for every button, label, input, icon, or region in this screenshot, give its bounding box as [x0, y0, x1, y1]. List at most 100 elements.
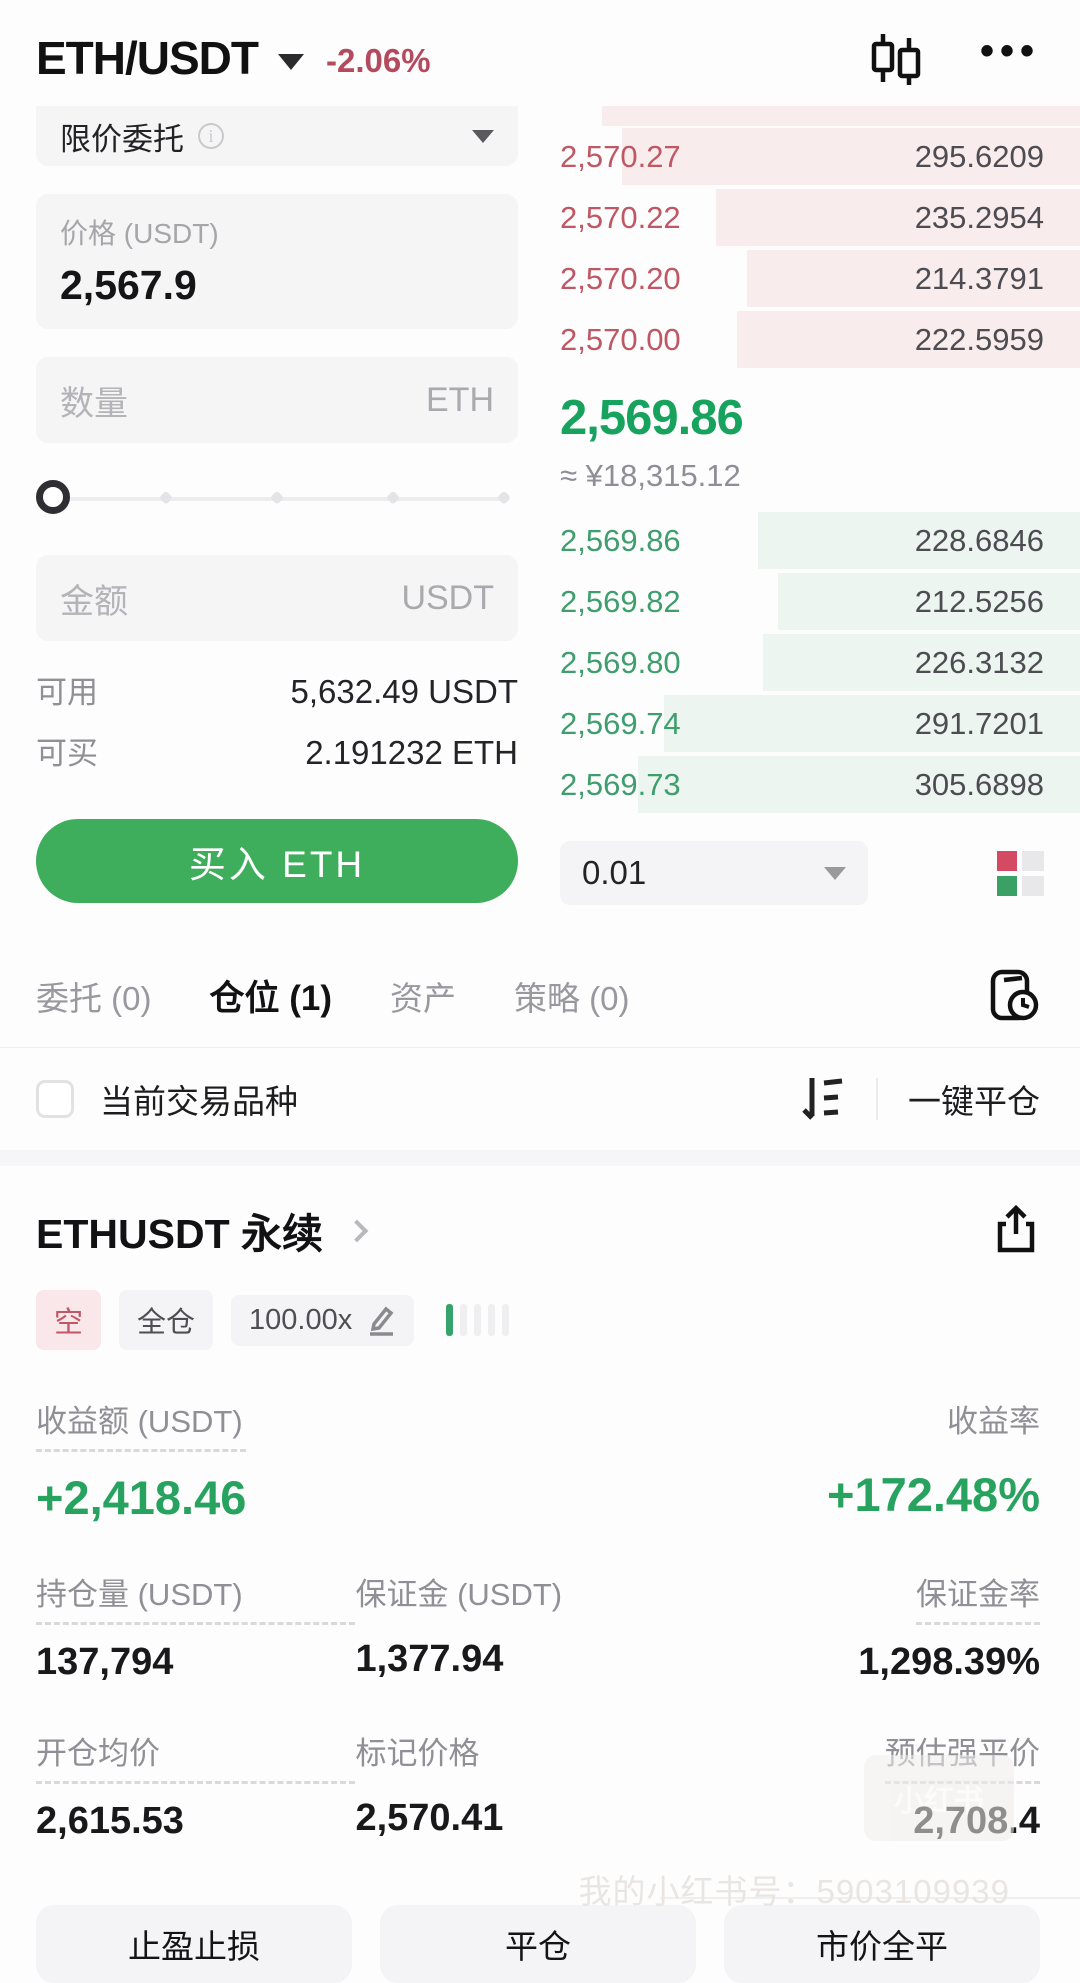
current-symbol-checkbox[interactable]: [36, 1080, 74, 1118]
amount-slider[interactable]: [36, 449, 518, 545]
mark-price-block: 标记价格 2,570.41: [355, 1728, 735, 1843]
bid-price: 2,569.86: [560, 522, 681, 558]
position-action-1[interactable]: 平仓: [380, 1905, 696, 1983]
ask-qty: 295.6209: [914, 138, 1044, 174]
app-header: ETH/USDT -2.06% •••: [0, 0, 1080, 100]
tab-3[interactable]: 策略 (0): [514, 979, 630, 1017]
order-book: 2,570.27 295.6209 2,570.22 235.2954 2,57…: [560, 106, 1080, 905]
pnl-block: 收益额 (USDT) +2,418.46: [36, 1396, 247, 1525]
available-value: 5,632.49 USDT: [290, 673, 518, 710]
watermark-text: 我的小红书号：5903109939: [578, 1873, 1010, 1910]
ask-row[interactable]: 2,570.20 214.3791: [560, 248, 1080, 309]
chevron-down-icon: [824, 866, 846, 880]
bid-row[interactable]: 2,569.82 212.5256: [560, 571, 1080, 632]
leverage-badge[interactable]: 100.00x: [231, 1294, 415, 1346]
position-action-0[interactable]: 止盈止损: [36, 1905, 352, 1983]
bid-row[interactable]: 2,569.80 226.3132: [560, 632, 1080, 693]
margin-ratio-label[interactable]: 保证金率: [916, 1569, 1040, 1625]
chevron-right-icon: [345, 1219, 369, 1243]
bid-qty: 228.6846: [914, 522, 1044, 558]
bid-price: 2,569.82: [560, 583, 681, 619]
roe-value: +172.48%: [827, 1468, 1040, 1521]
bid-row[interactable]: 2,569.74 291.7201: [560, 693, 1080, 754]
slider-marker: [269, 490, 285, 505]
bid-price: 2,569.80: [560, 644, 681, 680]
size-value: 137,794: [36, 1641, 174, 1683]
bid-row[interactable]: 2,569.73 305.6898: [560, 754, 1080, 815]
buy-button[interactable]: 买入 ETH: [36, 819, 518, 903]
quantity-unit-label: ETH: [426, 380, 494, 419]
leverage-value: 100.00x: [249, 1303, 353, 1336]
roe-label: 收益率: [947, 1404, 1040, 1439]
price-change-badge: -2.06%: [326, 42, 431, 79]
position-header[interactable]: ETHUSDT 永续: [36, 1200, 1040, 1260]
close-all-positions-button[interactable]: 一键平仓: [908, 1083, 1040, 1120]
pair-dropdown-caret-icon[interactable]: [278, 54, 304, 70]
position-actions: 止盈止损 平仓 市价全平: [36, 1905, 1040, 1983]
slider-marker: [385, 490, 400, 505]
pnl-value: +2,418.46: [36, 1471, 247, 1524]
last-price-block[interactable]: 2,569.86 ≈ ¥18,315.12: [560, 370, 1080, 510]
trade-panel: 限价委托 i 价格 (USDT) 2,567.9 数量 ETH 金额 USDT …: [0, 100, 1080, 939]
size-label[interactable]: 持仓量 (USDT): [36, 1569, 356, 1625]
ask-price: 2,570.22: [560, 199, 681, 235]
xiaohongshu-watermark-badge: 小红书: [864, 1755, 1014, 1841]
depth-bar: [747, 250, 1080, 307]
entry-price-value: 2,615.53: [36, 1800, 184, 1842]
pair-title[interactable]: ETH/USDT: [36, 32, 259, 84]
bid-qty: 305.6898: [914, 766, 1044, 802]
can-buy-row: 可买 2.191232 ETH: [36, 728, 518, 773]
edit-pencil-icon: [370, 1306, 394, 1336]
depth-view-toggle-icon[interactable]: [997, 850, 1044, 896]
bid-row[interactable]: 2,569.86 228.6846: [560, 510, 1080, 571]
bid-qty: 226.3132: [914, 644, 1044, 680]
ask-price: 2,570.20: [560, 260, 681, 296]
ask-row[interactable]: 2,570.22 235.2954: [560, 187, 1080, 248]
depth-bar: [716, 189, 1080, 246]
entry-price-label[interactable]: 开仓均价: [36, 1728, 356, 1784]
position-filter-row: 当前交易品种 一键平仓: [0, 1048, 1080, 1150]
available-label: 可用: [36, 675, 98, 710]
share-icon[interactable]: [992, 1204, 1040, 1256]
order-history-icon[interactable]: [988, 967, 1040, 1023]
more-menu-icon[interactable]: •••: [979, 29, 1040, 73]
position-action-2[interactable]: 市价全平: [724, 1905, 1040, 1983]
quantity-placeholder: 数量: [60, 384, 128, 423]
tick-size-select[interactable]: 0.01: [560, 841, 868, 905]
available-row: 可用 5,632.49 USDT: [36, 667, 518, 712]
current-symbol-label: 当前交易品种: [100, 1083, 298, 1120]
margin-block: 保证金 (USDT) 1,377.94: [355, 1569, 735, 1684]
watermark-line: [660, 1897, 1080, 1899]
amount-field[interactable]: 金额 USDT: [36, 555, 518, 641]
pnl-label[interactable]: 收益额 (USDT): [36, 1396, 247, 1452]
depth-bar: [622, 128, 1080, 185]
depth-bar: [664, 695, 1080, 752]
candlestick-chart-icon[interactable]: [870, 30, 922, 86]
tab-2[interactable]: 资产: [390, 979, 457, 1017]
depth-bar: [778, 573, 1080, 630]
tab-0[interactable]: 委托 (0): [36, 979, 152, 1017]
slider-marker: [496, 490, 511, 505]
ask-row[interactable]: 2,570.27 295.6209: [560, 126, 1080, 187]
order-type-select[interactable]: 限价委托 i: [36, 106, 518, 166]
tab-1[interactable]: 仓位 (1): [209, 978, 333, 1018]
can-buy-label: 可买: [36, 736, 98, 771]
sort-icon[interactable]: [800, 1074, 846, 1124]
quantity-field[interactable]: 数量 ETH: [36, 357, 518, 443]
can-buy-value: 2.191232 ETH: [305, 734, 518, 771]
position-badges: 空 全仓 100.00x: [36, 1290, 1040, 1350]
margin-ratio-value: 1,298.39%: [858, 1641, 1040, 1683]
price-field-label: 价格 (USDT): [60, 218, 219, 249]
bid-price: 2,569.74: [560, 705, 681, 741]
margin-value: 1,377.94: [355, 1638, 504, 1680]
slider-handle[interactable]: [36, 480, 70, 514]
position-symbol[interactable]: ETHUSDT 永续: [36, 1211, 323, 1257]
depth-bar: [638, 756, 1080, 813]
size-block: 持仓量 (USDT) 137,794: [36, 1569, 356, 1684]
ask-price: 2,570.27: [560, 138, 681, 174]
ask-row[interactable]: 2,570.00 222.5959: [560, 309, 1080, 370]
ask-qty: 222.5959: [914, 321, 1044, 357]
price-field[interactable]: 价格 (USDT) 2,567.9: [36, 194, 518, 329]
bids-list: 2,569.86 228.6846 2,569.82 212.5256 2,56…: [560, 510, 1080, 815]
info-icon[interactable]: i: [198, 123, 224, 149]
